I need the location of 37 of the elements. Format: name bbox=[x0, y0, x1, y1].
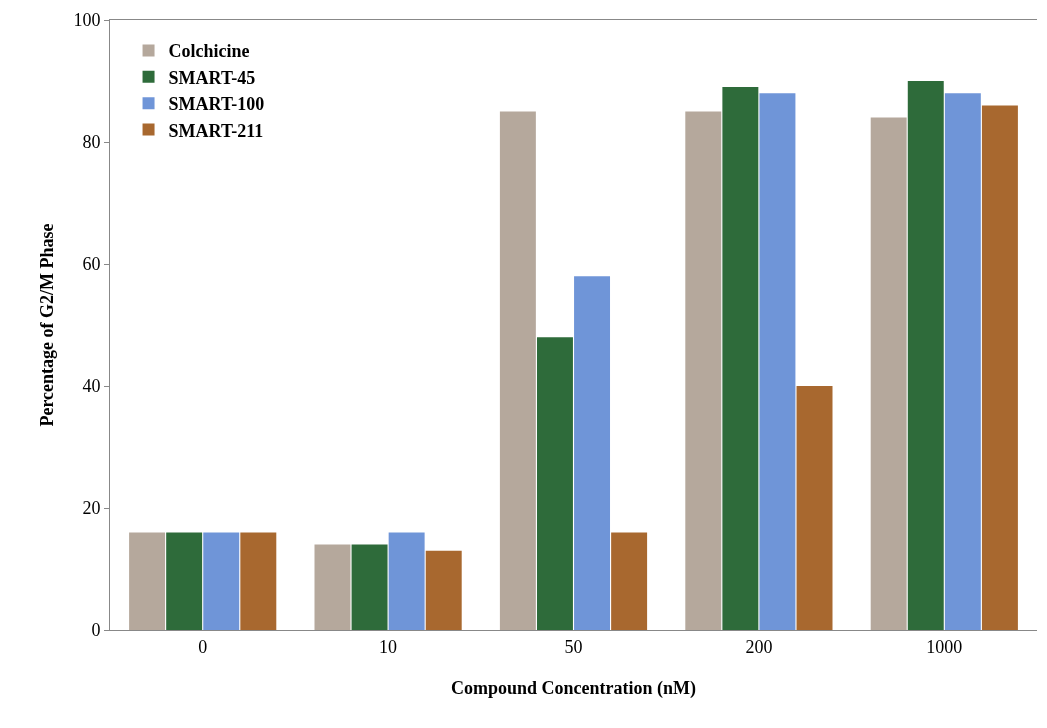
bar bbox=[166, 532, 203, 630]
bar bbox=[759, 93, 796, 630]
x-axis-title: Compound Concentration (nM) bbox=[450, 677, 697, 699]
x-tick-label: 0 bbox=[198, 636, 208, 657]
legend-label: SMART-100 bbox=[168, 94, 265, 115]
y-tick-label: 100 bbox=[73, 10, 101, 31]
bar bbox=[722, 87, 759, 630]
bar bbox=[685, 111, 722, 630]
bar bbox=[499, 111, 536, 630]
x-tick-label: 200 bbox=[745, 636, 773, 657]
legend-label: Colchicine bbox=[168, 41, 250, 62]
y-tick-label: 40 bbox=[82, 376, 101, 397]
bar bbox=[981, 105, 1018, 630]
bar bbox=[574, 276, 611, 630]
bar bbox=[611, 532, 648, 630]
y-tick-label: 60 bbox=[82, 254, 101, 275]
bar bbox=[314, 544, 351, 630]
y-tick-label: 20 bbox=[82, 498, 101, 519]
bar bbox=[425, 550, 462, 630]
bar bbox=[944, 93, 981, 630]
x-tick-label: 50 bbox=[564, 636, 583, 657]
bar bbox=[240, 532, 277, 630]
bar bbox=[351, 544, 388, 630]
bar bbox=[129, 532, 166, 630]
y-axis-title: Percentage of G2/M Phase bbox=[36, 223, 57, 427]
legend-label: SMART-45 bbox=[168, 67, 256, 88]
y-tick-label: 80 bbox=[82, 132, 101, 153]
bar bbox=[203, 532, 240, 630]
y-tick-label: 0 bbox=[91, 620, 101, 641]
bar bbox=[388, 532, 425, 630]
legend-label: SMART-211 bbox=[168, 120, 264, 141]
x-tick-label: 10 bbox=[379, 636, 398, 657]
bar bbox=[907, 81, 944, 630]
bar bbox=[870, 117, 907, 630]
x-tick-label: 1000 bbox=[926, 636, 963, 657]
bar bbox=[796, 386, 833, 630]
bar bbox=[536, 337, 573, 630]
